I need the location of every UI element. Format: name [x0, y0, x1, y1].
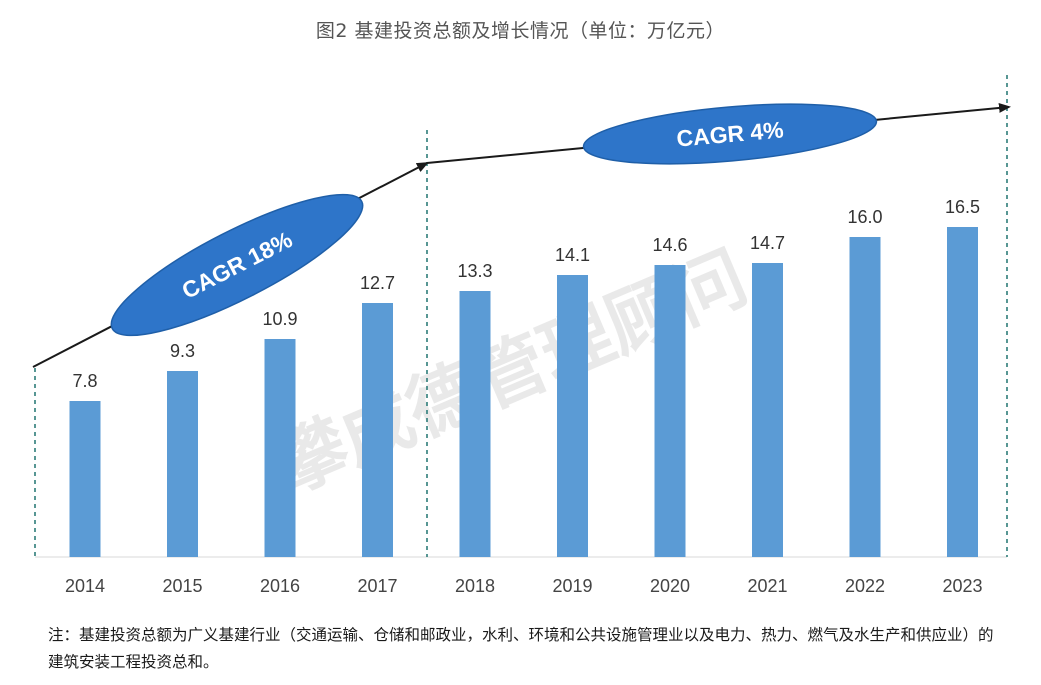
value-label-2022: 16.0: [847, 207, 882, 227]
value-label-2021: 14.7: [750, 233, 785, 253]
bar-2017: [362, 303, 393, 557]
value-label-2017: 12.7: [360, 273, 395, 293]
cagr-badge-2018-2023: CAGR 4%: [582, 103, 878, 165]
bar-chart: 攀成德管理顾问 7.89.310.912.713.314.1 14.6 14.716…: [32, 75, 1011, 596]
footnote: 注：基建投资总额为广义基建行业（交通运输、仓储和邮政业，水利、环境和公共设施管理…: [48, 626, 994, 671]
bar-2016: [264, 339, 296, 557]
value-label-2023: 16.5: [945, 197, 980, 217]
value-label-2016: 10.9: [262, 309, 297, 329]
x-tick-label-2021: 2021: [747, 576, 787, 596]
cagr-badge-2014-2017: CAGR 18%: [110, 193, 364, 337]
chart-title: 图2 基建投资总额及增长情况（单位：万亿元）: [315, 20, 726, 42]
value-label-2015: 9.3: [170, 341, 195, 361]
bar-2019: [557, 275, 588, 557]
bar-2023: [947, 227, 978, 557]
bar-2022: [849, 237, 881, 557]
x-tick-label-2020: 2020: [650, 576, 690, 596]
x-tick-label-2014: 2014: [65, 576, 105, 596]
x-tick-label-2018: 2018: [455, 576, 495, 596]
x-tick-label-2017: 2017: [357, 576, 397, 596]
bar-2021: [752, 263, 783, 557]
bar-2015: [167, 371, 198, 557]
x-tick-label-2022: 2022: [845, 576, 885, 596]
x-tick-label-2023: 2023: [942, 576, 982, 596]
x-tick-label-2019: 2019: [552, 576, 592, 596]
x-tick-label-2016: 2016: [260, 576, 300, 596]
cagr-ellipse: [110, 193, 364, 337]
cagr-ellipse: [582, 103, 878, 165]
bar-2020: [654, 265, 686, 557]
x-tick-label-2015: 2015: [162, 576, 202, 596]
bar-2014: [69, 401, 101, 557]
bar-2018: [459, 291, 491, 557]
value-label-2014: 7.8: [72, 371, 97, 391]
value-label-2018: 13.3: [457, 261, 492, 281]
value-label-2020: 14.6: [652, 235, 687, 255]
value-label-2019: 14.1: [555, 245, 590, 265]
